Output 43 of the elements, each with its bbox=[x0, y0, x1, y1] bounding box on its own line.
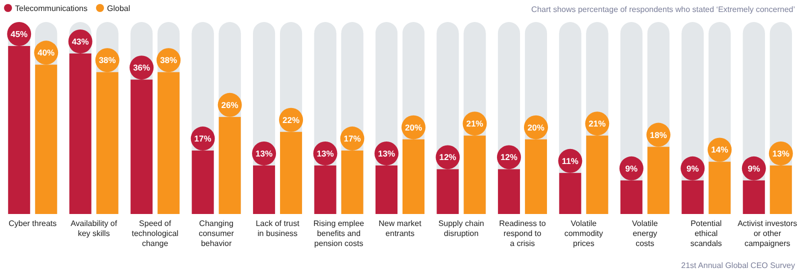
data-label: 9% bbox=[686, 163, 700, 174]
data-label: 43% bbox=[72, 36, 90, 46]
data-label: 45% bbox=[10, 29, 28, 39]
data-label: 9% bbox=[625, 163, 638, 174]
x-tick-label: Rising emplee benefits and pension costs bbox=[313, 219, 365, 248]
data-label: 13% bbox=[772, 148, 790, 158]
chart-subtitle: Chart shows percentage of respondents who stated ‘Extremely concerned’ bbox=[531, 5, 796, 14]
x-tick-label: Lack of trust in business bbox=[256, 219, 300, 238]
data-label: 13% bbox=[378, 148, 396, 158]
x-tick-label: Changing consumer behavior bbox=[198, 219, 234, 248]
data-label: 12% bbox=[439, 152, 457, 162]
data-label: 17% bbox=[194, 134, 212, 144]
data-label: 11% bbox=[562, 156, 579, 166]
data-label: 21% bbox=[466, 118, 484, 129]
data-label: 26% bbox=[221, 100, 239, 110]
x-tick-label: Readiness to respond to a crisis bbox=[499, 219, 546, 248]
x-tick-label: Activist investors or other campaigners bbox=[738, 219, 798, 248]
x-tick-label: Volatile energy costs bbox=[632, 219, 658, 248]
x-tick-label: Speed of technological change bbox=[132, 219, 179, 248]
x-tick-label: Cyber threats bbox=[8, 219, 57, 228]
data-label: 38% bbox=[98, 55, 116, 66]
x-tick-label: New market entrants bbox=[378, 219, 422, 238]
data-label: 18% bbox=[650, 130, 668, 140]
data-label: 14% bbox=[711, 144, 729, 155]
legend-label: Telecommunications bbox=[15, 4, 88, 13]
data-label: 38% bbox=[160, 55, 178, 66]
data-label: 36% bbox=[133, 62, 151, 73]
data-label: 22% bbox=[282, 114, 300, 125]
data-label: 9% bbox=[748, 163, 760, 174]
data-label: 20% bbox=[404, 122, 422, 132]
data-label: 12% bbox=[500, 152, 518, 162]
data-label: 20% bbox=[527, 122, 545, 132]
x-tick-label: Availability of key skills bbox=[70, 219, 118, 238]
x-tick-label: Supply chain disruption bbox=[438, 219, 484, 238]
data-label: 17% bbox=[344, 134, 362, 144]
x-tick-label: Volatile commodity prices bbox=[564, 219, 604, 248]
data-label: 21% bbox=[588, 118, 606, 129]
x-tick-label: Potential ethical scandals bbox=[690, 219, 722, 248]
text: 21st Annual Global CEO Survey bbox=[681, 261, 795, 270]
data-label: 13% bbox=[316, 148, 334, 158]
legend-label: Global bbox=[107, 4, 130, 13]
data-label: 40% bbox=[38, 48, 56, 58]
data-label: 13% bbox=[256, 148, 273, 158]
